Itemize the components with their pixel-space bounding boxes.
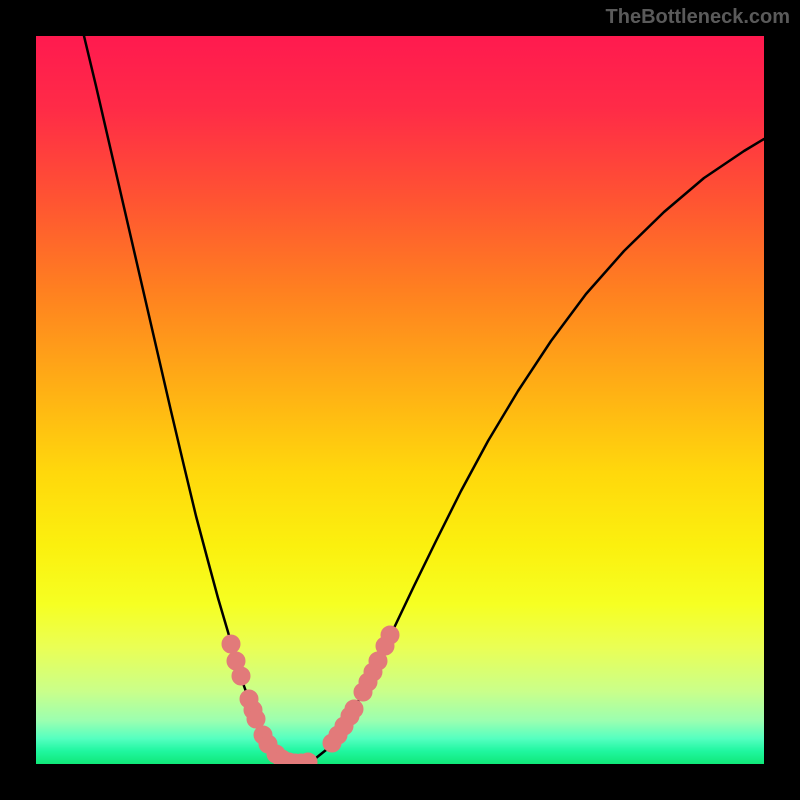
chart-plot-area [36,36,764,764]
data-marker [247,710,265,728]
curve-layer [36,36,764,764]
data-marker [222,635,240,653]
data-marker [381,626,399,644]
data-marker [345,700,363,718]
data-marker [232,667,250,685]
data-markers [222,626,399,764]
bottleneck-curve [84,36,764,764]
watermark-text: TheBottleneck.com [606,6,790,29]
